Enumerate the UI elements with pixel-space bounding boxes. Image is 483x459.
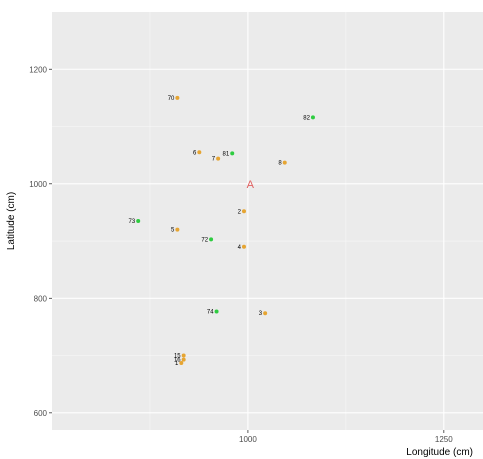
point-marker: [282, 160, 287, 165]
point-marker: [263, 311, 268, 316]
point-label: 8: [278, 161, 282, 167]
point-label: 72: [201, 237, 208, 243]
data-point: 8: [278, 160, 287, 167]
x-axis-title: Longitude (cm): [406, 447, 473, 458]
data-point: 72: [201, 237, 214, 243]
data-point: 73: [129, 219, 141, 225]
point-marker: [175, 227, 180, 232]
y-tick-label: 1000: [29, 180, 47, 189]
data-point: 15: [174, 353, 186, 360]
point-marker: [241, 209, 246, 214]
data-point: 82: [303, 115, 315, 121]
y-axis-title: Latitude (cm): [6, 192, 17, 250]
data-point: 6: [193, 150, 202, 156]
y-axis-ticks: 600 800 1000 1200: [29, 65, 52, 418]
data-point: 7: [212, 156, 221, 163]
x-tick-label: 1250: [435, 435, 453, 444]
point-marker: [181, 353, 186, 358]
point-label: 6: [193, 150, 197, 156]
point-marker: [241, 244, 246, 249]
point-marker: [310, 115, 315, 120]
y-tick-label: 1200: [29, 65, 47, 74]
point-label: 82: [303, 115, 310, 121]
data-point: 16: [174, 357, 186, 364]
data-point: 1: [175, 361, 184, 367]
point-label: 5: [171, 228, 175, 234]
point-label: 15: [174, 354, 181, 360]
annotation-label: A: [247, 179, 255, 191]
point-marker: [216, 156, 221, 161]
point-marker: [179, 361, 184, 366]
y-tick-label: 600: [34, 409, 48, 418]
grid-major: [52, 12, 483, 430]
point-label: 74: [207, 309, 214, 315]
point-marker: [230, 151, 235, 156]
point-marker: [181, 357, 186, 362]
point-marker: [209, 237, 214, 242]
point-label: 7: [212, 157, 216, 163]
data-point: 2: [238, 209, 246, 215]
point-label: 1: [175, 361, 179, 367]
point-marker: [175, 95, 180, 100]
y-tick-label: 800: [34, 294, 48, 303]
x-tick-label: 1000: [239, 435, 257, 444]
point-marker: [136, 219, 141, 223]
data-point: 3: [259, 311, 268, 317]
data-point: 74: [207, 309, 219, 315]
data-point: 81: [223, 151, 235, 157]
point-label: 73: [129, 219, 136, 225]
point-label: 4: [238, 245, 242, 251]
x-axis-ticks: 1000 1250: [239, 430, 453, 444]
data-point: 4: [238, 244, 246, 251]
data-point: 5: [171, 227, 180, 234]
annotations: A: [247, 179, 255, 191]
point-label: 81: [223, 151, 230, 157]
grid-minor: [52, 12, 483, 430]
point-marker: [214, 309, 219, 314]
point-label: 2: [238, 209, 242, 215]
point-label: 16: [174, 358, 181, 364]
point-label: 3: [259, 311, 263, 317]
point-marker: [197, 150, 202, 155]
plot-panel: [52, 12, 483, 430]
data-point: 70: [168, 95, 180, 102]
point-label: 70: [168, 96, 175, 102]
